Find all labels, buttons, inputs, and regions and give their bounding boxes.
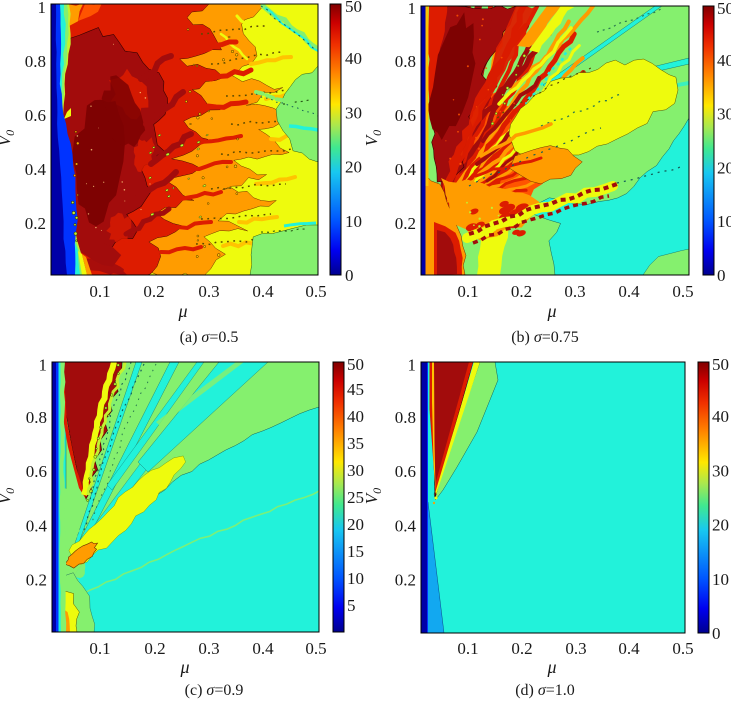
svg-text:0: 0 — [345, 266, 354, 285]
svg-text:0.2: 0.2 — [395, 571, 416, 590]
svg-text:0.4: 0.4 — [618, 282, 640, 301]
svg-text:1: 1 — [408, 356, 417, 375]
svg-text:V0: V0 — [0, 488, 17, 504]
svg-text:0.3: 0.3 — [198, 282, 219, 301]
svg-text:0: 0 — [712, 624, 721, 643]
svg-text:20: 20 — [717, 158, 731, 177]
svg-text:20: 20 — [345, 158, 362, 177]
svg-text:0.5: 0.5 — [672, 282, 693, 301]
svg-text:0.5: 0.5 — [672, 639, 693, 658]
svg-text:(b) σ=0.75: (b) σ=0.75 — [511, 329, 579, 346]
svg-text:30: 30 — [347, 461, 364, 480]
svg-text:0.8: 0.8 — [395, 408, 416, 427]
svg-text:V0: V0 — [0, 130, 17, 146]
svg-text:10: 10 — [717, 212, 731, 231]
svg-text:0.2: 0.2 — [26, 571, 47, 590]
svg-text:40: 40 — [712, 407, 729, 426]
svg-text:0.4: 0.4 — [395, 517, 417, 536]
svg-text:10: 10 — [347, 569, 364, 588]
svg-text:0.4: 0.4 — [25, 160, 47, 179]
svg-text:1: 1 — [408, 0, 417, 18]
svg-text:0.2: 0.2 — [395, 214, 416, 233]
svg-text:40: 40 — [347, 407, 364, 426]
svg-text:50: 50 — [717, 0, 731, 18]
svg-text:0.6: 0.6 — [395, 462, 416, 481]
svg-text:0.3: 0.3 — [565, 639, 586, 658]
svg-text:45: 45 — [347, 380, 364, 399]
svg-text:25: 25 — [347, 488, 364, 507]
svg-text:0.2: 0.2 — [144, 639, 165, 658]
svg-text:40: 40 — [717, 51, 731, 70]
svg-text:30: 30 — [712, 461, 729, 480]
svg-text:20: 20 — [347, 515, 364, 534]
svg-text:15: 15 — [347, 542, 364, 561]
svg-text:0.1: 0.1 — [89, 639, 110, 658]
svg-text:0.4: 0.4 — [252, 639, 274, 658]
svg-text:50: 50 — [347, 355, 364, 374]
svg-text:0.1: 0.1 — [89, 282, 110, 301]
svg-text:(c) σ=0.9: (c) σ=0.9 — [185, 682, 244, 699]
svg-text:μ: μ — [179, 657, 189, 677]
svg-text:0.2: 0.2 — [511, 282, 532, 301]
svg-text:0.8: 0.8 — [25, 52, 46, 71]
svg-text:(d) σ=1.0: (d) σ=1.0 — [515, 682, 575, 699]
svg-text:0.6: 0.6 — [25, 106, 46, 125]
svg-text:1: 1 — [38, 0, 47, 17]
svg-text:10: 10 — [345, 212, 362, 231]
svg-text:0.2: 0.2 — [143, 282, 164, 301]
svg-text:0.4: 0.4 — [26, 517, 48, 536]
svg-text:0.4: 0.4 — [618, 639, 640, 658]
svg-text:0.6: 0.6 — [395, 106, 416, 125]
svg-text:μ: μ — [546, 301, 556, 321]
svg-text:5: 5 — [347, 596, 356, 615]
svg-text:0.2: 0.2 — [511, 639, 532, 658]
svg-text:50: 50 — [345, 0, 362, 16]
svg-text:0.5: 0.5 — [305, 282, 326, 301]
svg-text:0.4: 0.4 — [252, 282, 274, 301]
svg-text:0.6: 0.6 — [26, 462, 47, 481]
svg-text:0.8: 0.8 — [26, 408, 47, 427]
svg-text:30: 30 — [345, 103, 362, 122]
svg-text:0.1: 0.1 — [457, 639, 478, 658]
svg-text:μ: μ — [546, 657, 556, 677]
svg-text:0.3: 0.3 — [198, 639, 219, 658]
svg-text:1: 1 — [39, 356, 48, 375]
svg-text:(a) σ=0.5: (a) σ=0.5 — [180, 329, 239, 346]
svg-text:0.8: 0.8 — [395, 52, 416, 71]
svg-text:0.5: 0.5 — [305, 639, 326, 658]
svg-text:35: 35 — [347, 434, 364, 453]
svg-text:0.2: 0.2 — [25, 214, 46, 233]
svg-text:0.4: 0.4 — [395, 160, 417, 179]
svg-text:10: 10 — [712, 570, 729, 589]
svg-text:40: 40 — [345, 49, 362, 68]
svg-text:μ: μ — [177, 301, 187, 321]
svg-text:50: 50 — [712, 355, 729, 374]
svg-text:0.3: 0.3 — [564, 282, 585, 301]
svg-text:0: 0 — [717, 266, 726, 285]
svg-text:30: 30 — [717, 105, 731, 124]
svg-text:0.1: 0.1 — [457, 282, 478, 301]
svg-text:20: 20 — [712, 516, 729, 535]
